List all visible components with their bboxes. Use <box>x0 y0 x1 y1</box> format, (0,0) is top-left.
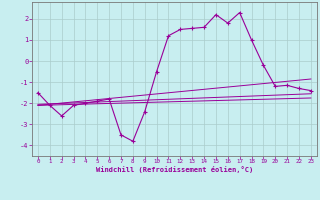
X-axis label: Windchill (Refroidissement éolien,°C): Windchill (Refroidissement éolien,°C) <box>96 166 253 173</box>
